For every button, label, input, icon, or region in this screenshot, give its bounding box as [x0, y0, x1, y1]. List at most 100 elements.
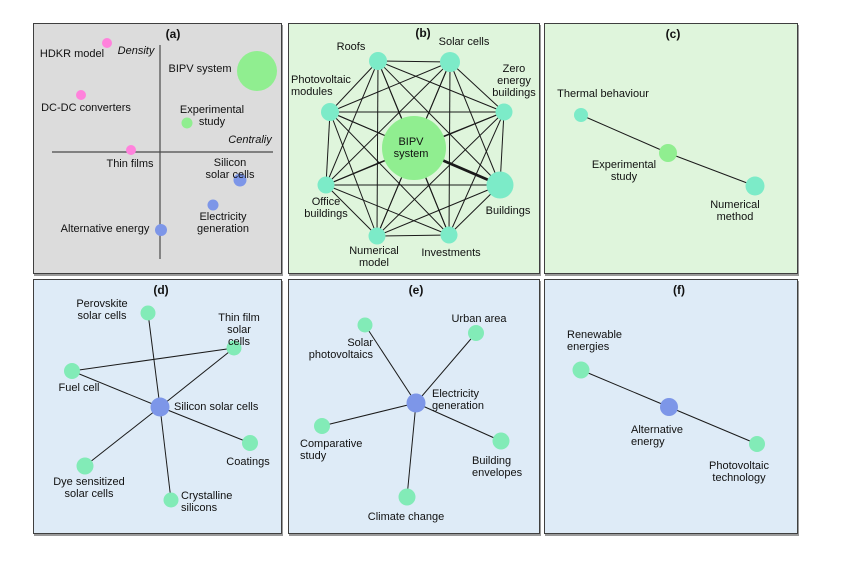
node-pv	[321, 103, 339, 121]
label-solar-cells: Solar cells	[438, 36, 490, 48]
edge-solar-invest	[448, 61, 451, 236]
edge-elec-urban	[415, 332, 477, 404]
label-panel-letter-a: (a)	[165, 27, 181, 41]
node-solar	[440, 52, 460, 72]
node-alternative	[660, 398, 678, 416]
label-thin-films: Thin films	[106, 158, 154, 170]
panel-f-graph	[572, 361, 765, 452]
label-photovoltaic-modules: Photovoltaic modules	[291, 74, 351, 98]
edge-roofs-buildings	[377, 60, 501, 186]
label-silicon-solar-cells: Silicon solar cells	[174, 401, 259, 413]
edge-numerical-invest	[376, 234, 450, 237]
edge-renewable-alternative	[580, 369, 670, 408]
label-perovskite-solar-cells: Perovskite solar cells	[76, 298, 128, 322]
edge-silicon-coatings	[159, 406, 251, 444]
label-experimental-study: Experimental study	[591, 159, 657, 183]
label-thermal-behaviour: Thermal behaviour	[557, 88, 649, 100]
node-climate	[398, 488, 416, 506]
edge-solar-office	[325, 61, 451, 186]
edge-exp-numerical	[667, 152, 756, 187]
node-office	[317, 176, 335, 194]
label-office-buildings: Office buildings	[304, 196, 348, 220]
node-exp	[181, 117, 193, 129]
edge-solar-zero	[449, 61, 505, 113]
label-buildings: Buildings	[485, 205, 531, 217]
node-thinfilms	[126, 145, 136, 155]
node-elec	[406, 393, 426, 413]
node-coatings	[242, 435, 258, 451]
node-bipv	[237, 51, 277, 91]
edge-roofs-zero	[377, 60, 505, 113]
node-thinfilm	[226, 340, 242, 356]
node-perovskite	[140, 305, 156, 321]
label-panel-letter-c: (c)	[665, 27, 681, 41]
label-comparative-study: Comparative study	[300, 438, 363, 462]
label-panel-letter-f: (f)	[673, 283, 685, 297]
node-numerical	[745, 176, 765, 196]
node-roofs	[369, 52, 387, 70]
label-dc-dc-converters: DC-DC converters	[41, 102, 131, 114]
node-silicon	[233, 173, 247, 187]
node-renewable	[572, 361, 590, 379]
label-solar-photovoltaics: Solar photovoltaics	[308, 337, 373, 361]
edge-fuel-thinfilm	[71, 347, 235, 372]
node-hdkr	[102, 38, 112, 48]
node-alt	[155, 224, 167, 236]
label-silicon-solar-cells: Silicon solar cells	[205, 157, 255, 181]
node-exp	[659, 144, 677, 162]
node-zero	[495, 103, 513, 121]
edge-pv-office	[325, 111, 331, 186]
edge-elec-envelopes	[415, 402, 502, 442]
node-urban	[468, 325, 484, 341]
panel-a: (a) HDKR model Density DC-DC converters BIPV…	[33, 23, 282, 274]
edge-elec-solarpv	[364, 324, 417, 404]
node-elec	[207, 199, 219, 211]
edge-solar-pv	[329, 61, 451, 113]
node-bipv	[382, 116, 446, 180]
panel-d-graph	[64, 305, 258, 508]
label-electricity-generation: Electricity generation	[197, 211, 249, 235]
label-coatings: Coatings	[226, 456, 270, 468]
edge-elec-climate	[406, 402, 417, 498]
node-silicon	[150, 397, 170, 417]
panel-b-graph	[317, 52, 514, 245]
label-alternative-energy: Alternative energy	[631, 424, 683, 448]
edge-zero-numerical	[376, 111, 505, 237]
edge-silicon-crystalline	[159, 406, 172, 501]
edge-roofs-office	[325, 60, 379, 186]
label-crystalline-silicons: Crystalline silicons	[181, 490, 233, 514]
edge-silicon-dye	[84, 406, 161, 467]
label-thin-film-solar-cells: Thin film solar cells	[218, 312, 260, 348]
node-envelopes	[492, 432, 510, 450]
edge-buildings-numerical	[376, 184, 501, 237]
node-crystalline	[163, 492, 179, 508]
panel-e-graph	[314, 317, 510, 506]
edge-alternative-pvtech	[668, 406, 758, 445]
label-centrality-axis-label: Centraliy	[228, 134, 272, 146]
label-zero-energy-buildings: Zero energy buildings	[492, 63, 536, 99]
label-fuel-cell: Fuel cell	[58, 382, 100, 394]
panel-a-graph	[52, 38, 277, 259]
node-invest	[440, 226, 458, 244]
label-urban-area: Urban area	[451, 313, 507, 325]
node-dcdc	[76, 90, 86, 100]
edge-pv-numerical	[329, 111, 378, 237]
node-thermal	[574, 108, 588, 122]
label-density-axis-label: Density	[117, 45, 155, 57]
panel-f: (f) Renewable energies Alternative energy P…	[544, 279, 798, 534]
node-solarpv	[357, 317, 373, 333]
edge-roofs-pv	[329, 60, 379, 113]
panel-c-graph	[574, 108, 765, 196]
label-panel-letter-e: (e)	[408, 283, 424, 297]
label-bipv-system: BIPV system	[168, 63, 232, 75]
node-buildings	[486, 171, 514, 199]
edge-silicon-thinfilm	[159, 347, 235, 408]
label-experimental-study: Experimental study	[179, 104, 245, 128]
label-hdkr-model: HDKR model	[39, 48, 105, 60]
label-bipv-system-center: BIPV system	[393, 136, 429, 160]
label-numerical-model: Numerical model	[349, 245, 399, 269]
panel-d: (d) Perovskite solar cells Thin film solar…	[33, 279, 282, 534]
edge-roofs-solar	[377, 60, 451, 63]
label-investments: Investments	[421, 247, 481, 259]
